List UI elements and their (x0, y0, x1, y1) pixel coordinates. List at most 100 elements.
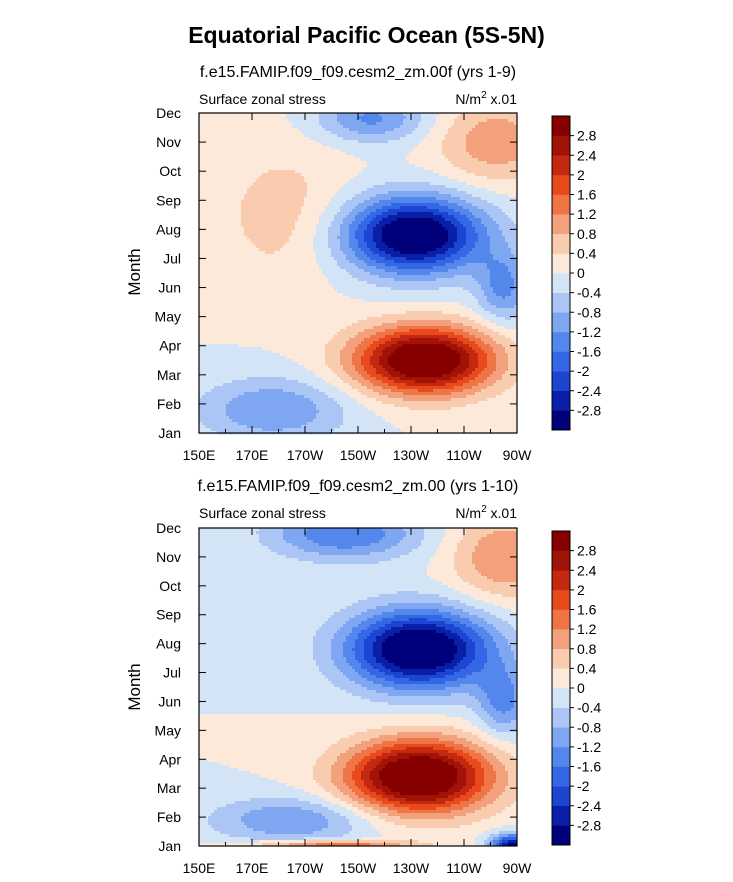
contour-cell (421, 215, 424, 218)
contour-cell (454, 194, 457, 197)
contour-cell (322, 161, 325, 164)
contour-cell (430, 143, 433, 146)
contour-cell (361, 119, 364, 122)
contour-cell (472, 242, 475, 245)
contour-cell (502, 227, 505, 230)
contour-cell (220, 116, 223, 119)
contour-cell (385, 170, 388, 173)
contour-cell (328, 194, 331, 197)
contour-cell (391, 167, 394, 170)
contour-cell (211, 230, 214, 233)
contour-cell (370, 191, 373, 194)
contour-cell (262, 122, 265, 125)
contour-cell (223, 164, 226, 167)
contour-cell (424, 230, 427, 233)
contour-cell (247, 251, 250, 254)
contour-cell (307, 215, 310, 218)
contour-cell (493, 140, 496, 143)
contour-cell (421, 212, 424, 215)
contour-cell (391, 242, 394, 245)
contour-cell (379, 218, 382, 221)
contour-cell (217, 179, 220, 182)
contour-cell (349, 245, 352, 248)
contour-cell (430, 206, 433, 209)
contour-cell (367, 170, 370, 173)
contour-cell (286, 239, 289, 242)
contour-cell (253, 161, 256, 164)
contour-cell (292, 146, 295, 149)
contour-cell (463, 197, 466, 200)
contour-cell (502, 140, 505, 143)
contour-cell (244, 122, 247, 125)
contour-cell (283, 251, 286, 254)
contour-cell (451, 176, 454, 179)
contour-cell (208, 170, 211, 173)
contour-cell (508, 218, 511, 221)
contour-cell (367, 242, 370, 245)
contour-cell (259, 155, 262, 158)
units-base: N/m (455, 91, 481, 107)
contour-cell (406, 218, 409, 221)
contour-cell (211, 224, 214, 227)
contour-cell (487, 179, 490, 182)
contour-cell (241, 161, 244, 164)
contour-cell (211, 170, 214, 173)
contour-cell (295, 158, 298, 161)
contour-cell (307, 164, 310, 167)
contour-cell (421, 161, 424, 164)
contour-cell (304, 170, 307, 173)
contour-cell (331, 233, 334, 236)
contour-cell (205, 167, 208, 170)
contour-cell (343, 251, 346, 254)
contour-cell (463, 137, 466, 140)
contour-cell (361, 155, 364, 158)
contour-cell (241, 140, 244, 143)
contour-cell (379, 242, 382, 245)
contour-cell (379, 248, 382, 251)
contour-cell (253, 182, 256, 185)
contour-cell (208, 227, 211, 230)
contour-cell (451, 137, 454, 140)
contour-cell (442, 143, 445, 146)
contour-cell (397, 248, 400, 251)
contour-cell (499, 224, 502, 227)
contour-cell (382, 245, 385, 248)
contour-cell (286, 209, 289, 212)
contour-cell (232, 188, 235, 191)
contour-cell (292, 251, 295, 254)
contour-cell (349, 227, 352, 230)
contour-cell (328, 197, 331, 200)
contour-cell (265, 221, 268, 224)
contour-cell (508, 191, 511, 194)
contour-cell (373, 188, 376, 191)
contour-cell (505, 140, 508, 143)
contour-cell (307, 206, 310, 209)
contour-cell (226, 170, 229, 173)
contour-cell (472, 143, 475, 146)
contour-cell (478, 125, 481, 128)
contour-cell (406, 128, 409, 131)
contour-cell (394, 131, 397, 134)
contour-cell (334, 233, 337, 236)
contour-cell (271, 158, 274, 161)
contour-cell (322, 170, 325, 173)
contour-cell (316, 194, 319, 197)
contour-cell (349, 194, 352, 197)
contour-cell (274, 143, 277, 146)
contour-cell (397, 122, 400, 125)
contour-cell (205, 164, 208, 167)
contour-cell (418, 134, 421, 137)
contour-cell (343, 227, 346, 230)
contour-cell (292, 143, 295, 146)
contour-cell (505, 185, 508, 188)
contour-cell (445, 116, 448, 119)
contour-cell (484, 233, 487, 236)
contour-cell (307, 218, 310, 221)
contour-cell (349, 221, 352, 224)
contour-cell (343, 230, 346, 233)
contour-cell (262, 179, 265, 182)
contour-cell (319, 239, 322, 242)
contour-cell (403, 191, 406, 194)
contour-cell (502, 194, 505, 197)
contour-cell (331, 203, 334, 206)
